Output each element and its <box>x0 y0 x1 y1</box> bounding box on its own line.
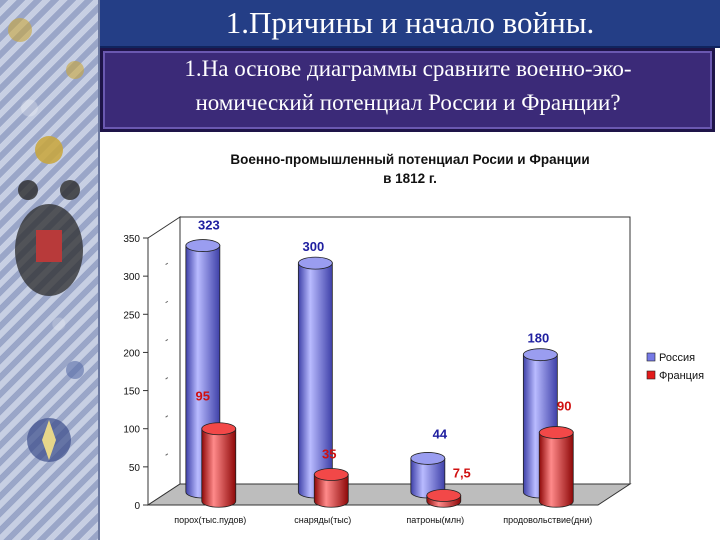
gridline-mark <box>165 415 169 418</box>
y-tick-label: 50 <box>129 463 141 474</box>
bar-russia <box>297 256 333 499</box>
bar-body <box>201 428 237 508</box>
gridline-mark <box>165 377 169 380</box>
y-tick-label: 0 <box>134 501 140 512</box>
bar-france <box>426 489 462 508</box>
bar-top <box>410 452 446 465</box>
question-box <box>100 48 715 132</box>
header-bar <box>100 0 720 48</box>
double-headed-eagle-icon <box>8 18 84 462</box>
x-tick-label: продовольствие(дни) <box>503 515 592 525</box>
bar-body <box>297 262 333 499</box>
chart-title-line-2: в 1812 г. <box>383 171 437 186</box>
x-tick-label: патроны(млн) <box>406 515 464 525</box>
y-tick-label: 200 <box>123 348 140 359</box>
x-axis: порох(тыс.пудов) снаряды(тыс) патроны(млн)… <box>174 515 592 525</box>
bar-france <box>313 468 349 508</box>
question-text: 1.На основе диаграммы сравните военно-эк… <box>104 52 712 120</box>
bar-body <box>538 432 574 508</box>
data-label: 90 <box>557 399 571 414</box>
chart-bars: 323 95 300 35 44 7,5 180 90 <box>185 218 574 508</box>
bar-top <box>185 239 221 252</box>
x-tick-label: порох(тыс.пудов) <box>174 515 246 525</box>
legend: Россия Франция <box>645 350 717 392</box>
legend-label: Франция <box>659 370 704 382</box>
bar-france <box>538 426 574 508</box>
slide-title: 1.Причины и начало войны. <box>225 5 595 40</box>
bar-top <box>297 256 333 270</box>
y-tick-label: 300 <box>123 272 140 283</box>
bar-top <box>201 422 237 436</box>
x-tick-label: снаряды(тыс) <box>294 515 351 525</box>
legend-swatch-russia <box>646 352 656 362</box>
data-label: 7,5 <box>453 465 471 480</box>
decorative-ornament-panel <box>0 0 100 540</box>
y-tick-label: 100 <box>123 425 140 436</box>
bar-top <box>538 426 574 439</box>
bar-top <box>426 489 462 502</box>
chart-walls <box>146 216 632 506</box>
data-label: 44 <box>433 426 448 441</box>
chart-title: Военно-промышленный потенциал Росии и Фр… <box>190 150 630 188</box>
bar-top <box>522 348 558 362</box>
gridline-mark <box>165 453 169 456</box>
bar-body <box>313 474 349 508</box>
data-label: 323 <box>198 218 220 233</box>
y-tick-label: 350 <box>123 234 140 245</box>
bar-france <box>201 422 237 508</box>
data-label: 180 <box>527 331 549 346</box>
legend-swatch-france <box>646 370 656 380</box>
gridline-mark <box>165 300 169 304</box>
y-tick-label: 150 <box>123 387 140 398</box>
legend-label: Россия <box>659 352 695 364</box>
y-tick-label: 250 <box>123 310 140 321</box>
bar-top <box>313 468 349 481</box>
y-axis: 0 50 100 150 200 250 300 350 <box>123 234 148 512</box>
chart-side-wall <box>147 216 181 506</box>
legend-box <box>645 350 717 392</box>
data-label: 95 <box>196 389 210 404</box>
data-label: 300 <box>302 239 324 254</box>
gridline-mark <box>165 338 169 342</box>
data-label: 35 <box>322 447 336 462</box>
chart-title-line-1: Военно-промышленный потенциал Росии и Фр… <box>230 152 590 167</box>
question-line-2: номический потенциал России и Франции? <box>195 90 621 115</box>
gridline-mark <box>165 262 169 266</box>
question-line-1: 1.На основе диаграммы сравните военно-эк… <box>184 56 632 81</box>
